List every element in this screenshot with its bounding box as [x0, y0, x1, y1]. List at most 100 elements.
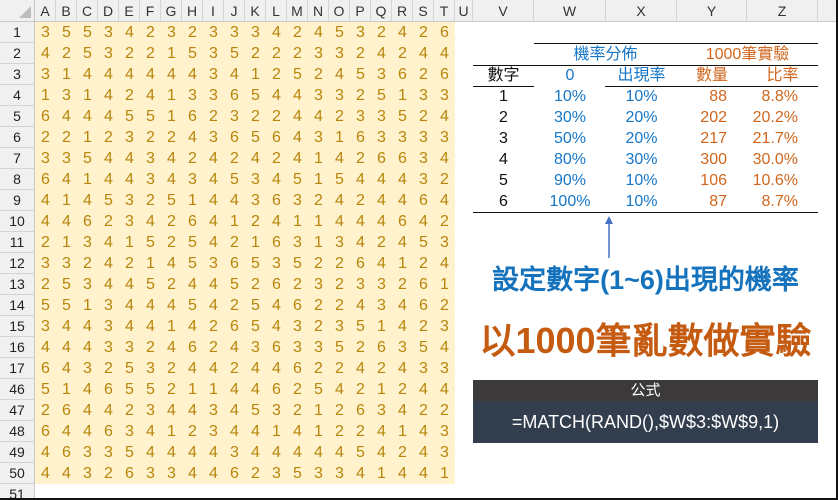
cell-J48[interactable]: 4	[230, 423, 239, 440]
cell-A10[interactable]: 4	[41, 213, 50, 230]
cell-I5[interactable]: 2	[209, 108, 218, 125]
cell-M17[interactable]: 6	[293, 360, 302, 377]
cell-D1[interactable]: 3	[104, 24, 113, 41]
cell-P12[interactable]: 6	[356, 255, 365, 272]
cell-J6[interactable]: 6	[230, 129, 239, 146]
cell-R7[interactable]: 6	[398, 150, 407, 167]
cell-K1[interactable]: 3	[251, 24, 260, 41]
cell-K8[interactable]: 3	[251, 171, 260, 188]
cell-C2[interactable]: 5	[83, 45, 92, 62]
cell-P9[interactable]: 2	[356, 192, 365, 209]
cell-F14[interactable]: 4	[146, 297, 155, 314]
cell-M8[interactable]: 5	[293, 171, 302, 188]
cell-Q49[interactable]: 4	[377, 444, 386, 461]
cell-S46[interactable]: 4	[419, 381, 428, 398]
cell-E14[interactable]: 4	[125, 297, 134, 314]
cell-H14[interactable]: 5	[188, 297, 197, 314]
row-header-15[interactable]: 15	[0, 316, 35, 337]
cell-A48[interactable]: 6	[41, 423, 50, 440]
cell-F13[interactable]: 5	[146, 276, 155, 293]
cell-I47[interactable]: 3	[209, 402, 218, 419]
cell-T46[interactable]: 4	[440, 381, 449, 398]
cell-S9[interactable]: 6	[419, 192, 428, 209]
cell-S2[interactable]: 4	[419, 45, 428, 62]
cell-K17[interactable]: 4	[251, 360, 260, 377]
cell-F49[interactable]: 4	[146, 444, 155, 461]
cell-P14[interactable]: 4	[356, 297, 365, 314]
cell-F17[interactable]: 3	[146, 360, 155, 377]
cell-Q15[interactable]: 1	[377, 318, 386, 335]
cell-R13[interactable]: 2	[398, 276, 407, 293]
cell-S14[interactable]: 6	[419, 297, 428, 314]
cell-K13[interactable]: 2	[251, 276, 260, 293]
row-header-46[interactable]: 46	[0, 379, 35, 400]
cell-L2[interactable]: 2	[272, 45, 281, 62]
row-header-3[interactable]: 3	[0, 64, 35, 85]
cell-Q1[interactable]: 2	[377, 24, 386, 41]
cell-J17[interactable]: 2	[230, 360, 239, 377]
cell-L11[interactable]: 6	[272, 234, 281, 251]
cell-R50[interactable]: 4	[398, 465, 407, 482]
cell-E47[interactable]: 2	[125, 402, 134, 419]
cell-T49[interactable]: 3	[440, 444, 449, 461]
cell-R9[interactable]: 4	[398, 192, 407, 209]
row-header-6[interactable]: 6	[0, 127, 35, 148]
cell-K9[interactable]: 3	[251, 192, 260, 209]
cell-G15[interactable]: 1	[167, 318, 176, 335]
cell-O47[interactable]: 2	[335, 402, 344, 419]
cell-Q2[interactable]: 4	[377, 45, 386, 62]
column-header-I[interactable]: I	[203, 0, 224, 22]
cell-Q4[interactable]: 5	[377, 87, 386, 104]
cell-E5[interactable]: 5	[125, 108, 134, 125]
cell-O10[interactable]: 4	[335, 213, 344, 230]
cell-T2[interactable]: 4	[440, 45, 449, 62]
cell-R10[interactable]: 6	[398, 213, 407, 230]
cell-I16[interactable]: 2	[209, 339, 218, 356]
cell-Q5[interactable]: 3	[377, 108, 386, 125]
cell-H17[interactable]: 4	[188, 360, 197, 377]
cell-R14[interactable]: 4	[398, 297, 407, 314]
cell-J4[interactable]: 6	[230, 87, 239, 104]
cell-D7[interactable]: 4	[104, 150, 113, 167]
cell-O9[interactable]: 4	[335, 192, 344, 209]
cell-L17[interactable]: 4	[272, 360, 281, 377]
cell-R15[interactable]: 4	[398, 318, 407, 335]
cell-R48[interactable]: 1	[398, 423, 407, 440]
cell-E48[interactable]: 3	[125, 423, 134, 440]
cell-D10[interactable]: 2	[104, 213, 113, 230]
cell-F1[interactable]: 2	[146, 24, 155, 41]
cell-L7[interactable]: 2	[272, 150, 281, 167]
cell-N9[interactable]: 2	[314, 192, 323, 209]
cell-A17[interactable]: 6	[41, 360, 50, 377]
cell-C10[interactable]: 6	[83, 213, 92, 230]
cell-P17[interactable]: 4	[356, 360, 365, 377]
cell-F11[interactable]: 5	[146, 234, 155, 251]
cell-M50[interactable]: 5	[293, 465, 302, 482]
cell-N2[interactable]: 3	[314, 45, 323, 62]
cell-I8[interactable]: 4	[209, 171, 218, 188]
cell-N1[interactable]: 4	[314, 24, 323, 41]
row-header-9[interactable]: 9	[0, 190, 35, 211]
cell-D17[interactable]: 2	[104, 360, 113, 377]
cell-M48[interactable]: 4	[293, 423, 302, 440]
cell-N48[interactable]: 1	[314, 423, 323, 440]
cell-L16[interactable]: 6	[272, 339, 281, 356]
cell-G4[interactable]: 1	[167, 87, 176, 104]
cell-T12[interactable]: 4	[440, 255, 449, 272]
cell-C1[interactable]: 5	[83, 24, 92, 41]
cell-L13[interactable]: 6	[272, 276, 281, 293]
cell-J8[interactable]: 5	[230, 171, 239, 188]
cell-O2[interactable]: 3	[335, 45, 344, 62]
cell-F47[interactable]: 3	[146, 402, 155, 419]
cell-T1[interactable]: 6	[440, 24, 449, 41]
cell-M7[interactable]: 4	[293, 150, 302, 167]
cell-D15[interactable]: 3	[104, 318, 113, 335]
cell-C14[interactable]: 1	[83, 297, 92, 314]
cell-I15[interactable]: 2	[209, 318, 218, 335]
cell-I10[interactable]: 4	[209, 213, 218, 230]
row-header-14[interactable]: 14	[0, 295, 35, 316]
cell-C16[interactable]: 4	[83, 339, 92, 356]
cell-N14[interactable]: 2	[314, 297, 323, 314]
column-header-W[interactable]: W	[534, 0, 606, 22]
cell-C6[interactable]: 1	[83, 129, 92, 146]
